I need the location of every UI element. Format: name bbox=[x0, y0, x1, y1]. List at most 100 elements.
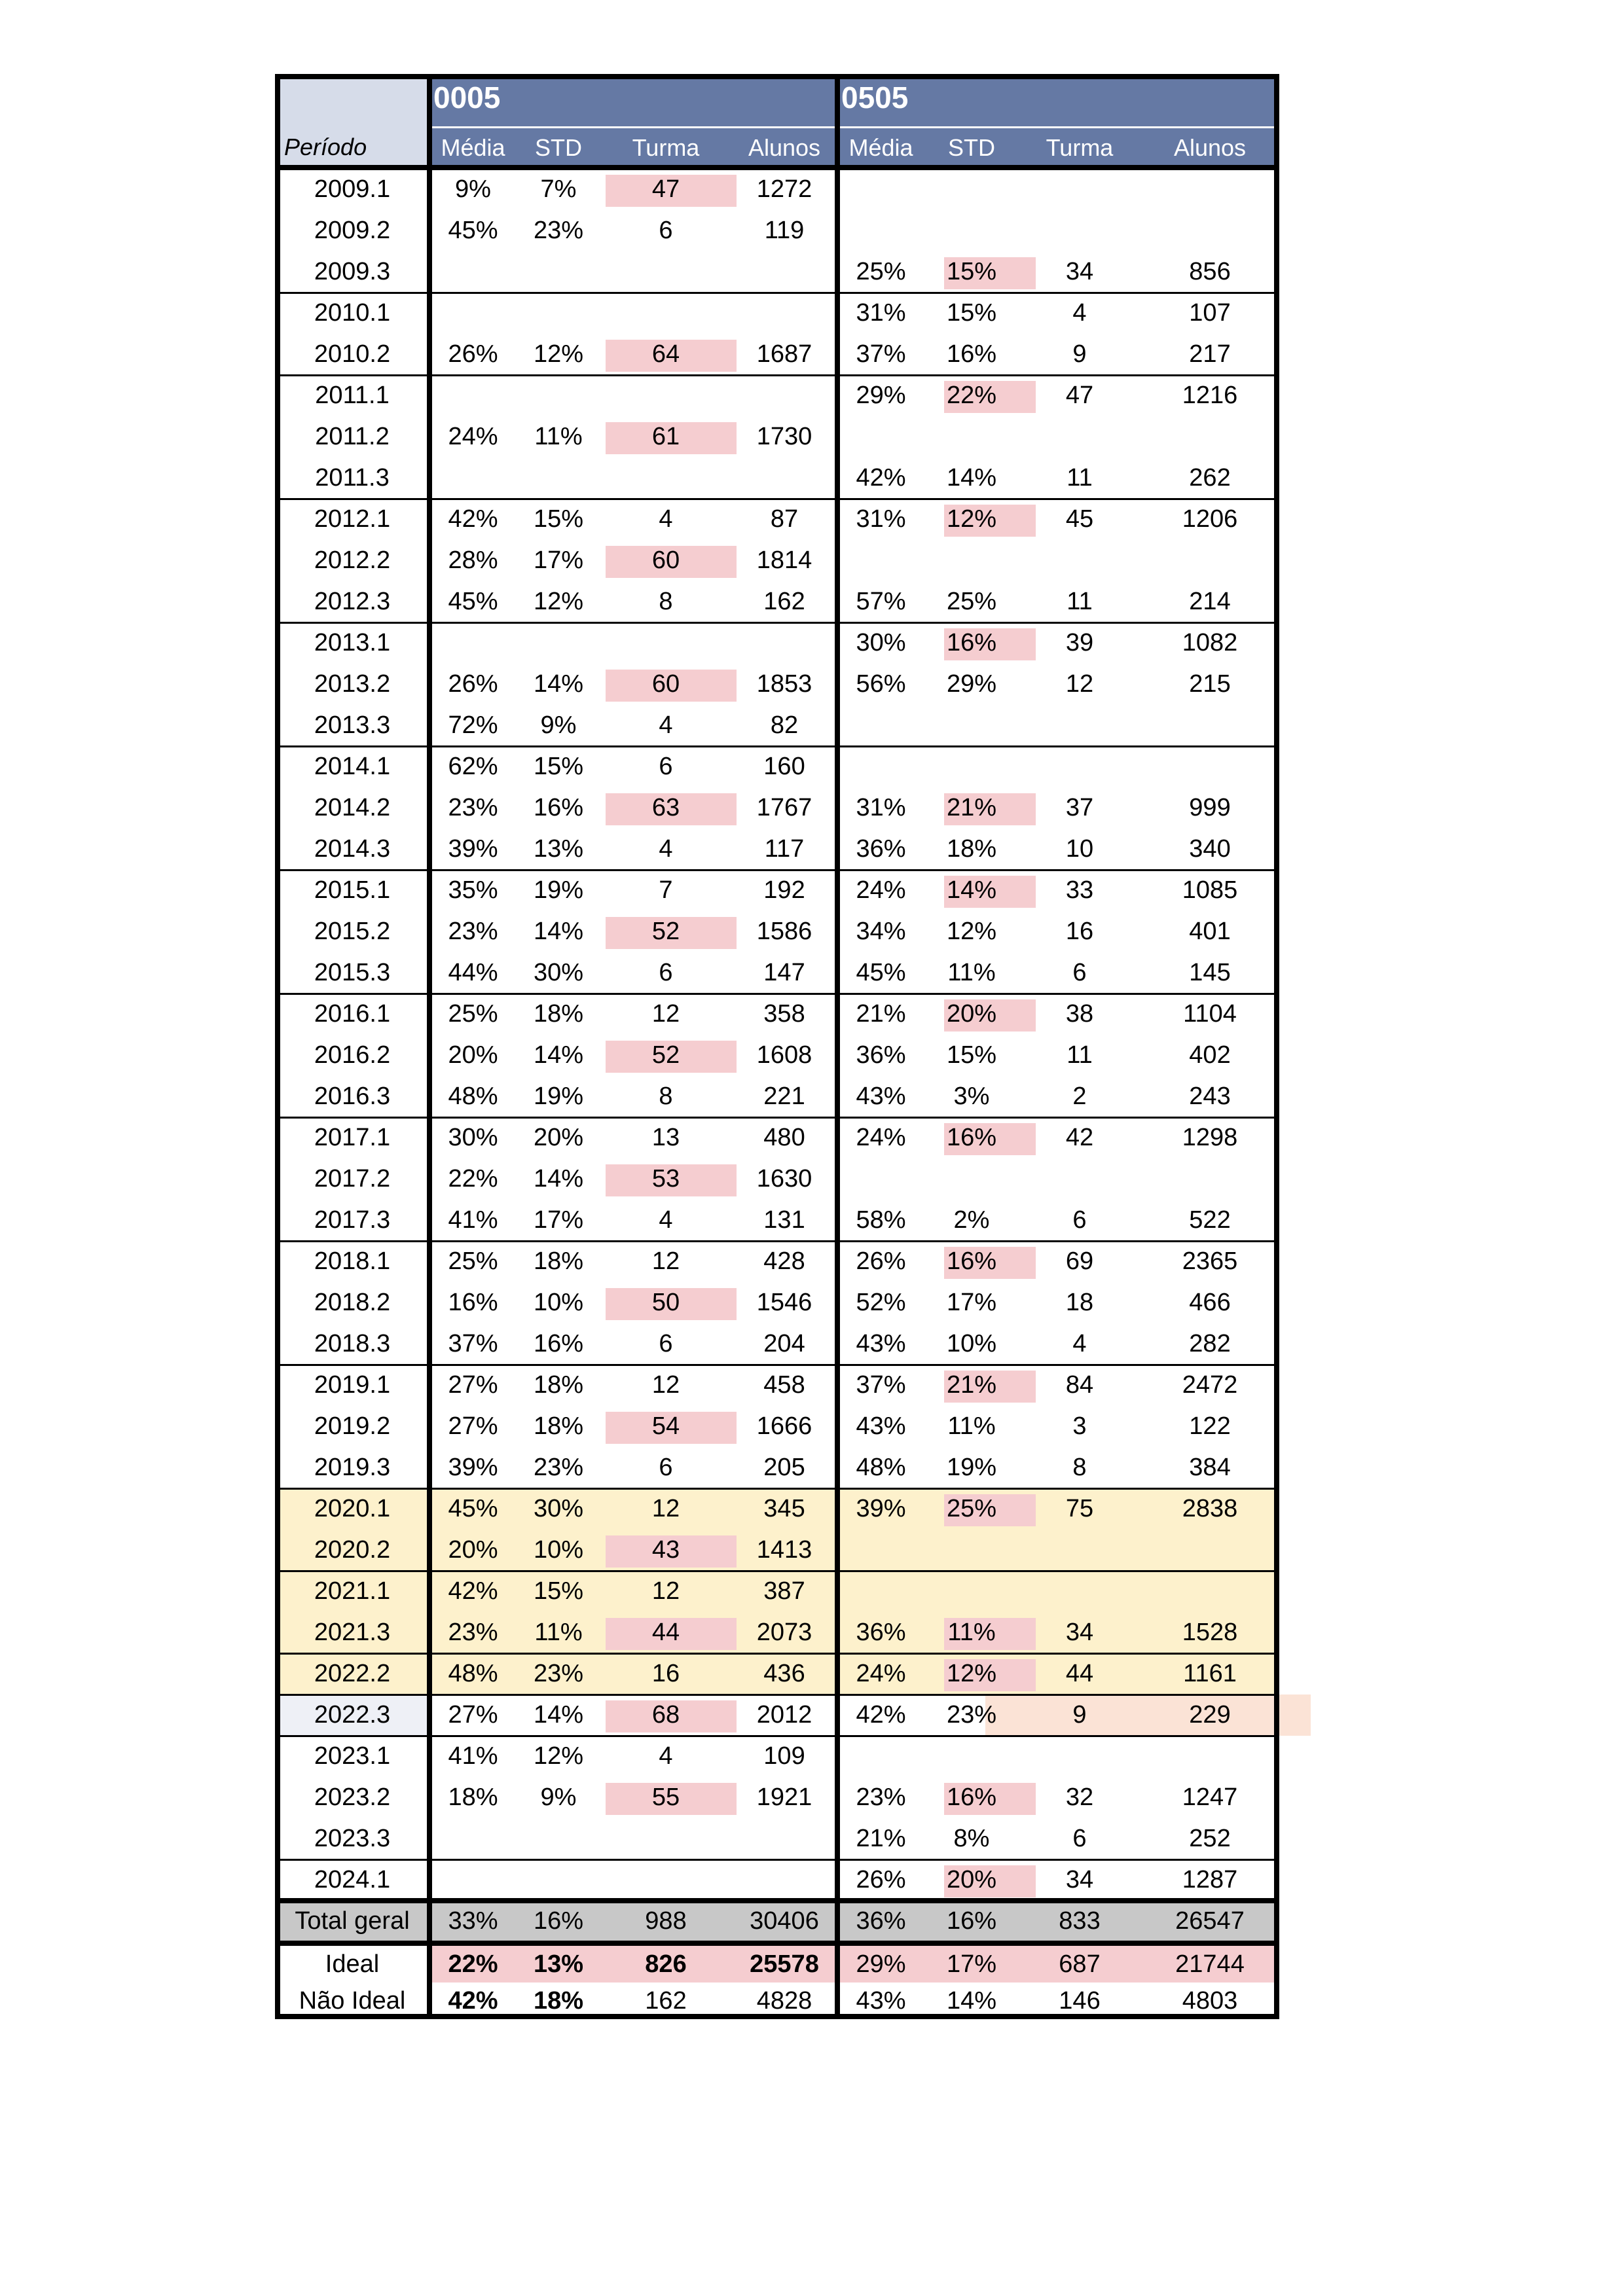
border-right bbox=[1274, 74, 1279, 2019]
table-cell: 41% bbox=[448, 1742, 498, 1770]
nao_ideal-cell: 18% bbox=[533, 1987, 584, 2015]
periodo-cell: 2019.2 bbox=[314, 1412, 391, 1440]
periodo-cell: 2017.3 bbox=[314, 1206, 391, 1234]
table-cell: 37% bbox=[856, 1371, 906, 1399]
highlight-turma-cell bbox=[606, 422, 737, 454]
table-cell: 25% bbox=[946, 588, 997, 615]
year-separator bbox=[275, 1364, 1279, 1366]
table-cell: 1528 bbox=[1182, 1619, 1238, 1646]
table-cell: 24% bbox=[856, 1124, 906, 1151]
table-cell bbox=[1019, 705, 1140, 746]
table-cell: 16 bbox=[1065, 918, 1094, 945]
table-cell: 17% bbox=[533, 547, 584, 574]
year-separator bbox=[275, 1240, 1279, 1242]
title-underline-0005 bbox=[432, 126, 835, 128]
table-cell: 19% bbox=[533, 1083, 584, 1110]
table-cell: 214 bbox=[1189, 588, 1231, 615]
table-cell bbox=[1140, 746, 1279, 787]
table-cell: 109 bbox=[763, 1742, 805, 1770]
table-cell: 387 bbox=[763, 1577, 805, 1605]
table-cell: 36% bbox=[856, 1619, 906, 1646]
total-cell: 36% bbox=[856, 1907, 906, 1935]
table-cell: 30% bbox=[533, 1495, 584, 1522]
table-cell: 1298 bbox=[1182, 1124, 1238, 1151]
periodo-cell: 2011.1 bbox=[315, 382, 390, 409]
table-cell: 1730 bbox=[756, 423, 812, 450]
table-cell: 34 bbox=[1065, 1866, 1094, 1893]
table-cell: 12% bbox=[533, 1742, 584, 1770]
table-cell: 12 bbox=[651, 1000, 680, 1028]
periodo-cell: 2021.1 bbox=[314, 1577, 391, 1605]
table-cell: 13 bbox=[651, 1124, 680, 1151]
table-cell: 345 bbox=[763, 1495, 805, 1522]
table-cell: 20% bbox=[448, 1536, 498, 1564]
highlight-turma-cell bbox=[606, 1535, 737, 1568]
title-underline-0505 bbox=[840, 126, 1274, 128]
table-cell: 12% bbox=[533, 588, 584, 615]
table-cell: 20% bbox=[946, 1000, 997, 1028]
table-cell: 1085 bbox=[1182, 876, 1238, 904]
table-cell bbox=[1019, 1736, 1140, 1777]
highlight-turma-cell bbox=[606, 1288, 737, 1320]
periodo-cell: 2023.1 bbox=[314, 1742, 391, 1770]
table-cell bbox=[600, 457, 731, 499]
year-separator bbox=[275, 1653, 1279, 1655]
total-row-bg bbox=[275, 1901, 1279, 1942]
table-cell: 19% bbox=[946, 1454, 997, 1481]
table-cell: 7 bbox=[659, 876, 673, 904]
table-cell bbox=[1140, 169, 1279, 210]
table-cell: 29% bbox=[946, 670, 997, 698]
table-cell: 122 bbox=[1189, 1412, 1231, 1440]
table-cell: 1206 bbox=[1182, 505, 1238, 533]
periodo-cell: 2019.3 bbox=[314, 1454, 391, 1481]
table-cell: 205 bbox=[763, 1454, 805, 1481]
table-cell: 6 bbox=[1072, 959, 1087, 986]
table-cell: 11% bbox=[534, 1619, 583, 1646]
divider-groups bbox=[835, 74, 840, 2019]
table-cell: 31% bbox=[856, 299, 906, 327]
table-cell: 39% bbox=[856, 1495, 906, 1522]
table-cell: 1687 bbox=[756, 340, 812, 368]
table-cell bbox=[517, 622, 600, 664]
table-cell bbox=[1140, 1158, 1279, 1200]
highlight-turma-cell bbox=[606, 670, 737, 702]
highlight-turma-cell bbox=[606, 1164, 737, 1196]
table-cell bbox=[600, 375, 731, 416]
table-cell: 19% bbox=[533, 876, 584, 904]
table-cell bbox=[517, 293, 600, 334]
table-cell: 25% bbox=[448, 1000, 498, 1028]
table-cell: 4 bbox=[659, 711, 673, 739]
table-cell bbox=[517, 251, 600, 293]
table-cell: 18% bbox=[533, 1000, 584, 1028]
table-cell bbox=[837, 416, 924, 457]
table-cell: 1853 bbox=[756, 670, 812, 698]
table-cell: 32 bbox=[1065, 1784, 1094, 1811]
periodo-cell-bg bbox=[275, 1695, 429, 1736]
table-cell: 42 bbox=[1065, 1124, 1094, 1151]
table-cell: 52 bbox=[651, 918, 680, 945]
table-cell bbox=[731, 457, 837, 499]
table-cell: 22% bbox=[448, 1165, 498, 1193]
table-cell: 35% bbox=[448, 876, 498, 904]
table-cell: 2365 bbox=[1182, 1247, 1238, 1275]
table-cell: 42% bbox=[448, 1577, 498, 1605]
highlight-std-cell bbox=[944, 381, 1036, 413]
ideal-cell: 17% bbox=[946, 1950, 997, 1978]
periodo-cell: 2013.3 bbox=[314, 711, 391, 739]
periodo-cell: 2018.2 bbox=[314, 1289, 391, 1316]
ideal-cell: 13% bbox=[533, 1950, 584, 1978]
table-cell: 221 bbox=[763, 1083, 805, 1110]
ideal-cell: 687 bbox=[1059, 1950, 1101, 1978]
table-cell: 21% bbox=[856, 1000, 906, 1028]
periodo-cell: 2024.1 bbox=[314, 1866, 391, 1893]
table-cell: 27% bbox=[448, 1371, 498, 1399]
border-top bbox=[275, 74, 1279, 79]
year-separator bbox=[275, 1488, 1279, 1490]
table-cell: 44 bbox=[1065, 1660, 1094, 1687]
table-cell: 72% bbox=[448, 711, 498, 739]
group-title-0505: 0505 bbox=[841, 81, 909, 115]
table-cell: 2472 bbox=[1182, 1371, 1238, 1399]
table-cell: 31% bbox=[856, 505, 906, 533]
table-cell: 4 bbox=[659, 835, 673, 863]
table-cell bbox=[1140, 540, 1279, 581]
